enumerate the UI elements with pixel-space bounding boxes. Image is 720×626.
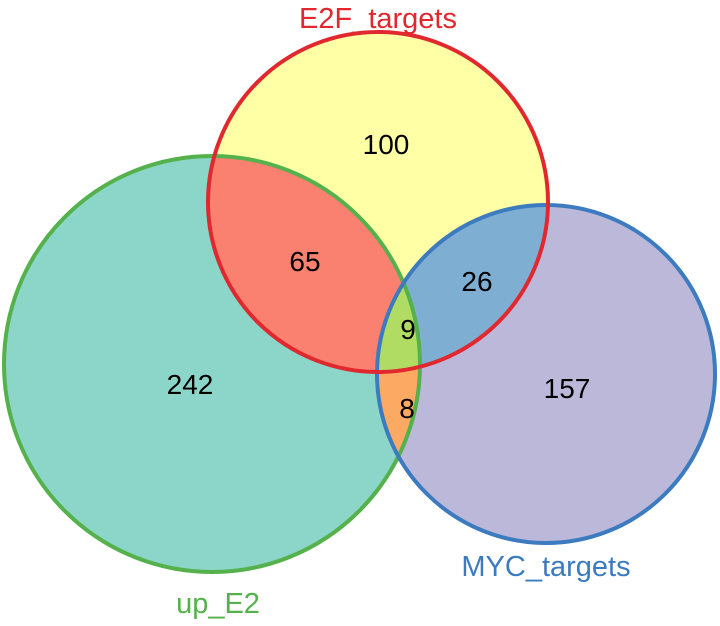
- count-up-myc: 8: [399, 393, 415, 424]
- label-up-e2: up_E2: [176, 588, 260, 620]
- count-up-only: 242: [167, 369, 214, 400]
- count-e2f-up: 65: [289, 246, 320, 277]
- count-e2f-only: 100: [363, 129, 410, 160]
- count-all-three: 9: [400, 314, 416, 345]
- count-myc-only: 157: [544, 373, 591, 404]
- label-myc-targets: MYC_targets: [461, 551, 630, 583]
- label-e2f-targets: E2F_targets: [299, 3, 457, 35]
- e2f-targets-circle-outline: [206, 30, 550, 374]
- count-e2f-myc: 26: [461, 266, 492, 297]
- e2f-myc-intersection: [377, 205, 548, 372]
- up-e2-circle-outline: [2, 154, 422, 574]
